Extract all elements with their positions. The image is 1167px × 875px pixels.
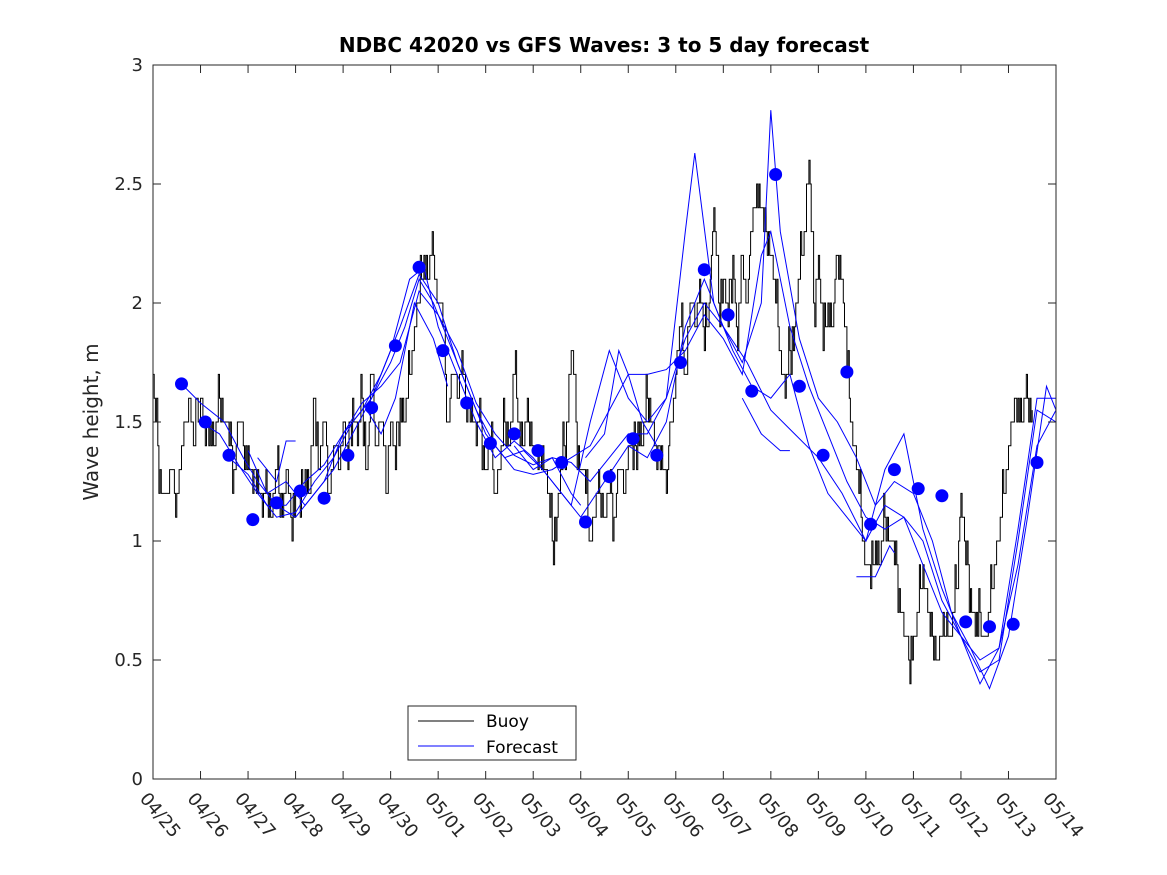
forecast-marker — [270, 496, 284, 510]
forecast-marker — [507, 427, 521, 441]
y-tick-label: 3 — [132, 55, 143, 76]
forecast-marker — [602, 470, 616, 484]
legend: Buoy Forecast — [407, 705, 577, 761]
legend-label-buoy: Buoy — [486, 712, 529, 732]
forecast-marker — [935, 489, 949, 503]
forecast-series-line — [257, 440, 296, 483]
forecast-marker — [721, 308, 735, 322]
forecast-marker — [911, 482, 925, 496]
y-tick-label: 1.5 — [114, 412, 143, 433]
forecast-series-line — [200, 153, 1057, 673]
forecast-marker — [317, 491, 331, 505]
marker-layer — [175, 168, 1044, 634]
forecast-marker — [246, 513, 260, 527]
forecast-marker — [769, 168, 783, 181]
y-tick-label: 2.5 — [114, 174, 143, 195]
forecast-marker — [816, 448, 830, 462]
forecast-marker — [650, 448, 664, 462]
forecast-marker — [792, 379, 806, 393]
y-axis: 0 0.5 1 1.5 2 2.5 3 — [114, 55, 1056, 790]
y-tick-label: 0 — [132, 769, 143, 790]
forecast-marker — [531, 444, 545, 458]
forecast-series-line — [228, 229, 1056, 685]
forecast-marker — [674, 356, 687, 369]
y-tick-label: 0.5 — [114, 650, 143, 671]
forecast-marker — [1006, 617, 1020, 631]
forecast-marker — [697, 263, 711, 277]
buoy-series-line — [153, 159, 1033, 685]
forecast-series-line — [741, 397, 790, 452]
chart-title: NDBC 42020 vs GFS Waves: 3 to 5 day fore… — [339, 33, 870, 57]
forecast-marker — [460, 396, 474, 410]
forecast-series-line — [585, 348, 658, 459]
forecast-marker — [887, 463, 901, 477]
legend-label-forecast: Forecast — [486, 738, 558, 758]
forecast-marker — [864, 517, 878, 531]
forecast-marker — [436, 344, 450, 358]
forecast-marker — [579, 515, 592, 529]
forecast-marker — [626, 432, 640, 446]
forecast-series-line — [247, 110, 1057, 690]
forecast-marker — [483, 436, 497, 450]
forecast-marker — [341, 448, 355, 462]
forecast-marker — [175, 377, 188, 391]
y-tick-label: 1 — [132, 531, 143, 552]
forecast-marker — [388, 339, 402, 353]
forecast-marker — [412, 260, 426, 274]
forecast-marker — [198, 415, 212, 429]
forecast-series-line — [366, 301, 449, 436]
forecast-marker — [365, 401, 379, 415]
forecast-marker — [293, 484, 307, 498]
forecast-series-line — [513, 445, 582, 506]
y-tick-label: 2 — [132, 293, 143, 314]
forecast-marker — [222, 448, 236, 462]
y-axis-title: Wave height, m — [79, 343, 103, 500]
forecast-marker — [959, 615, 973, 629]
series-layer — [153, 110, 1057, 690]
forecast-marker — [983, 620, 996, 634]
forecast-series-line — [856, 544, 895, 578]
legend-box — [407, 705, 577, 761]
forecast-marker — [1030, 456, 1044, 469]
forecast-marker — [745, 384, 759, 398]
forecast-marker — [555, 456, 569, 469]
forecast-marker — [840, 365, 854, 379]
